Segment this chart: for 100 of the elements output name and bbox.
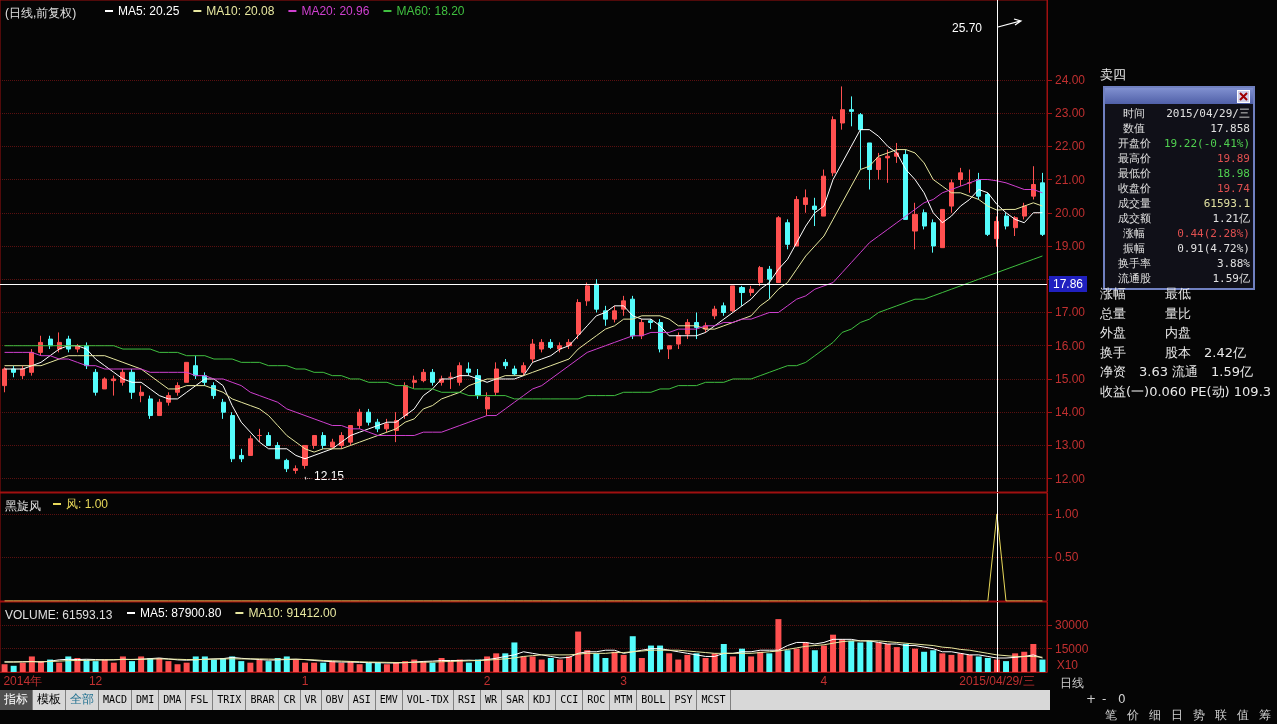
bar: [611, 651, 618, 672]
candlestick: [102, 376, 107, 390]
text: 17.858: [1209, 121, 1250, 136]
bar: [265, 661, 272, 672]
bar: [283, 656, 290, 672]
bar: [857, 642, 864, 672]
bar: [28, 656, 35, 672]
bar: [893, 647, 900, 672]
text: X10: [1056, 658, 1079, 672]
candlestick: [157, 398, 162, 417]
candlestick: [129, 368, 135, 400]
bar: [793, 648, 800, 672]
ref-line-label: 17.86: [1053, 276, 1084, 291]
text: 1.21亿: [1211, 211, 1250, 226]
text: 势: [1193, 708, 1205, 723]
text: 笔: [1105, 708, 1117, 723]
y-tick-label: 21.00: [1055, 172, 1086, 187]
candlestick: [412, 375, 417, 390]
bar: [329, 661, 336, 672]
legend-label: 风: 1.00: [66, 497, 109, 511]
candlestick: [38, 335, 43, 357]
bar: [429, 662, 436, 672]
text: 换手率: [1116, 256, 1152, 271]
text: 开盘价: [1116, 136, 1152, 151]
candlestick: [658, 318, 663, 353]
candlestick: [266, 431, 271, 446]
text: 最高价: [1116, 151, 1152, 166]
text: DMI: [132, 690, 160, 710]
candlestick: [821, 169, 826, 217]
candlestick: [503, 358, 508, 370]
text: 细: [1149, 708, 1161, 723]
bar: [547, 658, 554, 672]
bar: [374, 662, 381, 672]
bar: [666, 653, 673, 672]
candlestick: [512, 365, 517, 377]
text: 收盘价: [1116, 181, 1152, 196]
bar: [1021, 651, 1028, 672]
bar: [939, 653, 946, 672]
text: 筹: [1259, 708, 1271, 723]
y-tick-label: 17.00: [1055, 305, 1086, 320]
candlestick: [858, 112, 863, 171]
text: OBV: [321, 690, 349, 710]
text: 换手 股本 2.42亿: [1100, 343, 1247, 362]
text: FSL: [186, 690, 214, 710]
bar: [529, 656, 536, 672]
text: 振幅: [1122, 241, 1146, 256]
bar: [957, 653, 964, 672]
text: 2015/04/29/三: [1165, 106, 1250, 121]
text: 0.91(4.72%): [1176, 241, 1250, 256]
text: MCST: [697, 690, 731, 710]
candlestick: [111, 375, 116, 397]
bar: [183, 662, 190, 672]
bar: [693, 653, 700, 672]
bar: [138, 656, 145, 672]
candlestick: [885, 149, 890, 184]
candlestick: [794, 195, 799, 247]
bar: [1003, 661, 1010, 672]
text: 日: [1171, 708, 1183, 723]
candlestick: [585, 282, 590, 307]
bar: [848, 640, 855, 672]
bar: [866, 640, 873, 672]
bar: [748, 656, 755, 672]
candlestick: [712, 305, 717, 320]
bar: [402, 661, 409, 672]
bar: [875, 642, 882, 672]
text: 卖四: [1100, 66, 1127, 84]
x-tick-label: 2: [483, 674, 491, 688]
candlestick: [922, 208, 927, 230]
candlestick: [230, 411, 235, 463]
candlestick: [357, 408, 362, 430]
candlestick: [448, 371, 453, 390]
bar: [311, 662, 318, 672]
candlestick: [931, 218, 936, 254]
bar: [975, 656, 982, 672]
text: 涨幅 最低: [1100, 285, 1192, 303]
candlestick: [1022, 202, 1027, 220]
candlestick: [557, 341, 562, 353]
bar: [675, 659, 682, 672]
bar: [556, 659, 563, 672]
x-tick-label: 4: [820, 674, 828, 688]
bar: [356, 664, 363, 672]
y-tick-label: 1.00: [1055, 506, 1079, 521]
bar: [820, 645, 827, 672]
candlestick: [967, 169, 972, 194]
y-tick-label: 23.00: [1055, 106, 1086, 121]
text: MACD: [99, 690, 133, 710]
bar: [56, 662, 63, 672]
bar: [593, 653, 600, 672]
bar: [930, 650, 937, 672]
candlestick: [248, 434, 253, 456]
candlestick: [1031, 165, 1036, 200]
y-tick-label: 19.00: [1055, 239, 1086, 253]
y-tick-label: 15.00: [1055, 371, 1086, 386]
text: 联: [1215, 708, 1227, 723]
text: 0: [1118, 692, 1126, 707]
candlestick: [1040, 172, 1045, 237]
text: 总量 量比: [1100, 304, 1192, 323]
candlestick: [284, 458, 289, 473]
candlestick: [985, 192, 990, 237]
legend-label: MA60: 18.20: [396, 4, 465, 18]
